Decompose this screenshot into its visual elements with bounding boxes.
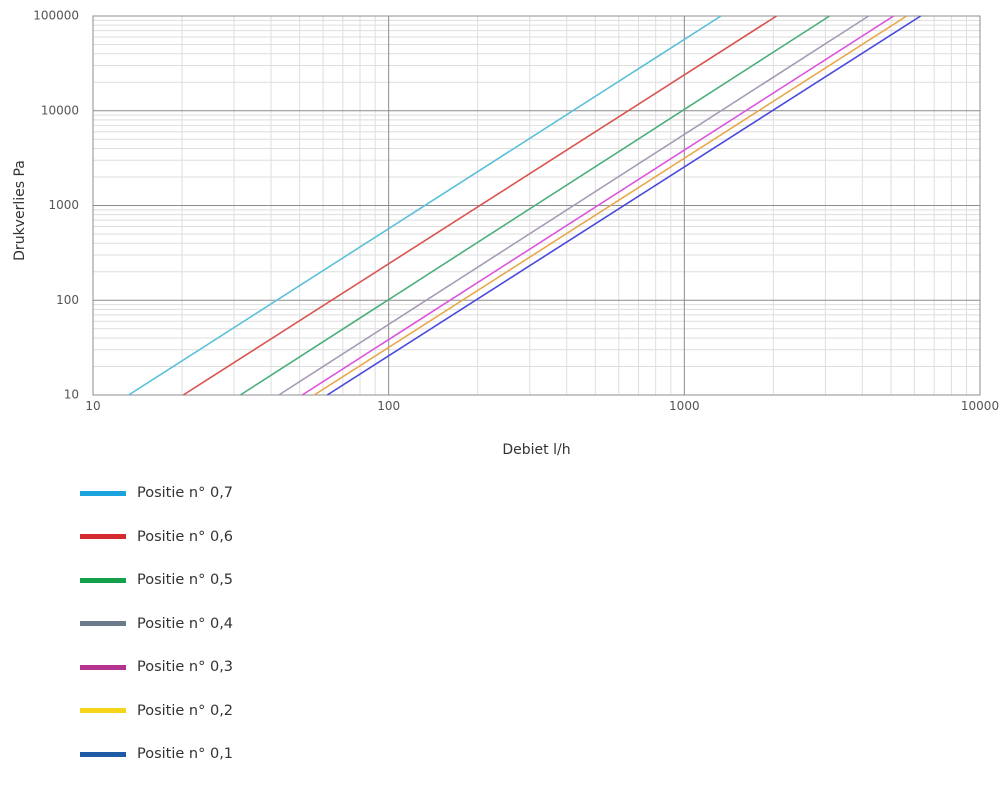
- legend-label: Positie n° 0,3: [137, 659, 233, 675]
- legend-item: Positie n° 0,7: [80, 482, 480, 504]
- legend-swatch: [80, 752, 126, 757]
- x-tick-label: 100: [377, 399, 400, 413]
- legend-swatch: [80, 578, 126, 583]
- x-tick-label: 1000: [669, 399, 700, 413]
- legend-item: Positie n° 0,2: [80, 700, 480, 722]
- legend-label: Positie n° 0,7: [137, 485, 233, 501]
- legend-item: Positie n° 0,4: [80, 613, 480, 635]
- x-axis-title: Debiet l/h: [502, 442, 570, 458]
- y-axis-title: Drukverlies Pa: [12, 160, 28, 261]
- y-tick-labels: 10 100 1000 10000 100000: [33, 9, 79, 402]
- legend-label: Positie n° 0,6: [137, 529, 233, 545]
- y-tick-label: 100000: [33, 9, 79, 23]
- legend-label: Positie n° 0,4: [137, 616, 233, 632]
- chart-legend: Positie n° 0,7 Positie n° 0,6 Positie n° 0…: [80, 482, 480, 787]
- legend-swatch: [80, 621, 126, 626]
- y-tick-label: 100: [56, 293, 79, 307]
- legend-item: Positie n° 0,5: [80, 569, 480, 591]
- legend-label: Positie n° 0,1: [137, 746, 233, 762]
- legend-item: Positie n° 0,6: [80, 526, 480, 548]
- y-tick-label: 10: [64, 388, 79, 402]
- legend-swatch: [80, 534, 126, 539]
- x-tick-labels: 10 100 1000 10000: [85, 399, 999, 413]
- pressure-drop-chart: 10 100 1000 10000 10 100 1000 10000 100000 Debi…: [0, 0, 1007, 460]
- legend-swatch: [80, 708, 126, 713]
- y-tick-label: 10000: [41, 103, 79, 117]
- y-tick-label: 1000: [48, 198, 79, 212]
- legend-item: Positie n° 0,3: [80, 656, 480, 678]
- x-tick-label: 10: [85, 399, 100, 413]
- legend-swatch: [80, 665, 126, 670]
- x-tick-label: 10000: [961, 399, 999, 413]
- legend-label: Positie n° 0,2: [137, 703, 233, 719]
- legend-item: Positie n° 0,1: [80, 743, 480, 765]
- legend-swatch: [80, 491, 126, 496]
- legend-label: Positie n° 0,5: [137, 572, 233, 588]
